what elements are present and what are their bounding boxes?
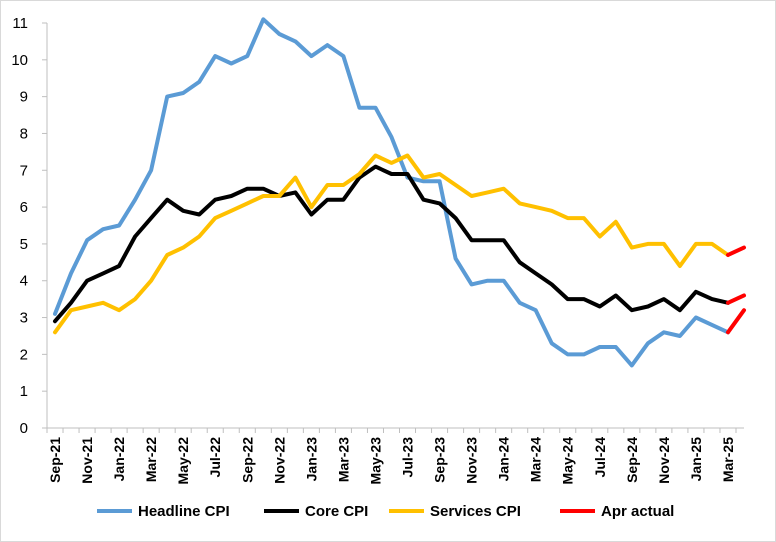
x-tick-label: Sep-23: [432, 437, 448, 483]
legend-label-apr-actual: Apr actual: [601, 503, 674, 520]
y-tick-label: 1: [20, 383, 28, 400]
x-tick-label: Jan-24: [496, 437, 512, 482]
apr-actual-segment-services-cpi: [725, 245, 746, 257]
x-tick-label: Nov-21: [79, 437, 95, 484]
x-tick-label: Nov-23: [464, 437, 480, 484]
series-line-headline-cpi: [53, 17, 730, 368]
x-tick-label: May-24: [560, 437, 576, 485]
y-tick-label: 9: [20, 89, 28, 106]
x-tick-label: Jan-25: [688, 437, 704, 482]
series-line-core-cpi: [53, 164, 730, 324]
y-tick-label: 7: [20, 162, 28, 179]
y-axis: 0 1 2 3 4 5 6 7 8 9 10 11: [11, 15, 48, 437]
x-tick-label: Jul-22: [207, 437, 223, 478]
y-tick-label: 4: [20, 273, 28, 290]
legend: Headline CPI Core CPI Services CPI Apr actu…: [97, 503, 674, 520]
x-tick-label: Nov-24: [656, 437, 672, 484]
legend-label-services-cpi: Services CPI: [430, 503, 521, 520]
x-tick-label: May-23: [367, 437, 383, 485]
legend-label-headline-cpi: Headline CPI: [138, 503, 230, 520]
x-axis: Sep-21 Nov-21 Jan-22 Mar-22 May-22 Jul-22 Sep-…: [46, 427, 744, 485]
x-tick-label: Jan-22: [111, 437, 127, 482]
x-tick-label: Nov-22: [271, 437, 287, 484]
y-tick-label: 3: [20, 310, 28, 327]
x-tick-label: Sep-21: [47, 437, 63, 483]
x-tick-label: Sep-22: [239, 437, 255, 483]
apr-actual-segment-core-cpi: [725, 293, 746, 305]
x-tick-label: Jul-23: [400, 437, 416, 478]
x-tick-label: Jan-23: [303, 437, 319, 482]
x-tick-label: May-22: [175, 437, 191, 485]
x-tick-label: Mar-22: [143, 437, 159, 482]
x-tick-label: Jul-24: [592, 437, 608, 478]
x-tick-label: Mar-23: [335, 437, 351, 482]
series-line-services-cpi: [53, 153, 730, 335]
y-tick-label: 6: [20, 199, 28, 216]
y-tick-label: 8: [20, 125, 28, 142]
x-tick-label: Mar-25: [720, 437, 736, 482]
y-tick-label: 2: [20, 346, 28, 363]
series-layer: [53, 17, 746, 368]
x-tick-label: Sep-24: [624, 437, 640, 483]
y-tick-label: 10: [11, 52, 28, 69]
y-tick-label: 5: [20, 236, 28, 253]
y-tick-label: 0: [20, 420, 28, 437]
apr-actual-segment-headline-cpi: [725, 308, 746, 335]
legend-label-core-cpi: Core CPI: [305, 503, 368, 520]
x-tick-label: Mar-24: [528, 437, 544, 482]
y-tick-label: 11: [12, 15, 28, 32]
